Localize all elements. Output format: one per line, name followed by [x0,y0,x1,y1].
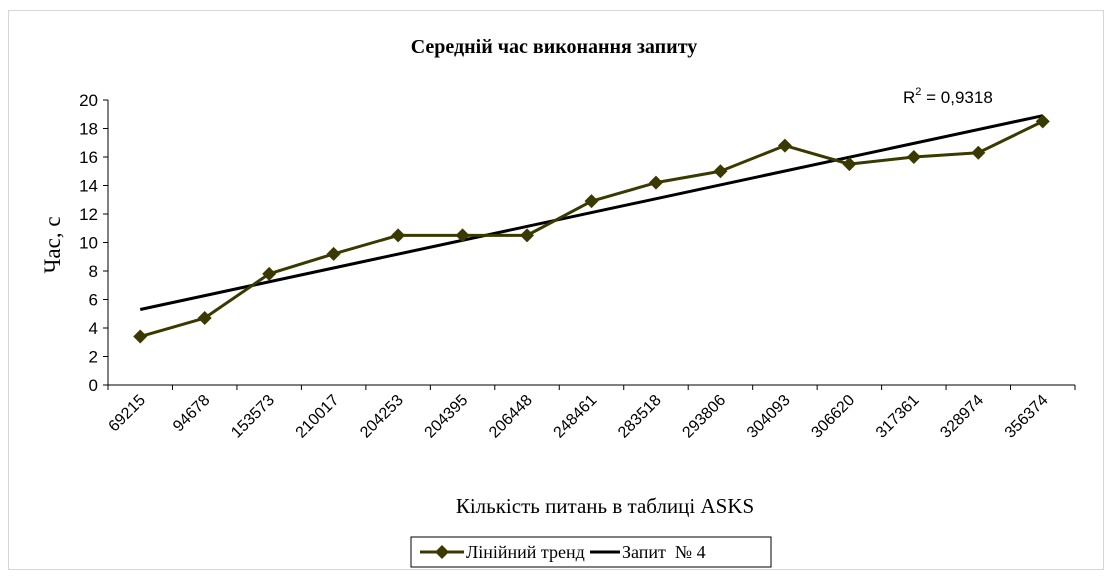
x-tick-label: 317361 [873,392,923,442]
x-tick-label: 204395 [422,392,472,442]
x-tick-label: 94678 [170,392,214,436]
series-line [139,120,1044,338]
data-point [648,175,663,190]
data-point [713,164,728,179]
y-axis-ticks: 0 2 4 6 8 10 12 14 16 18 20 [79,91,108,395]
data-point [842,157,857,172]
y-tick-label: 12 [79,205,98,224]
y-tick-label: 8 [89,262,98,281]
x-tick-label: 204253 [357,392,407,442]
trendline [139,114,1044,311]
r-squared-exponent: 2 [915,86,921,98]
y-tick-label: 14 [79,177,98,196]
trendline-group [139,114,1044,311]
x-tick-label: 69215 [106,392,150,436]
y-tick-label: 6 [89,291,98,310]
y-tick-label: 18 [79,120,98,139]
data-point [197,311,212,326]
x-tick-label: 153573 [228,392,278,442]
data-point [391,228,406,243]
chart-frame [8,10,1104,570]
r-squared-label: R2 = 0,9318 [903,86,993,107]
x-tick-label: 206448 [486,392,536,442]
y-tick-label: 10 [79,234,98,253]
data-point [1035,114,1050,129]
legend-series-marker [435,545,449,559]
data-point [262,266,277,281]
y-tick-label: 20 [79,91,98,110]
legend-entry-series: Запит № 4 [622,542,706,562]
y-tick-label: 2 [89,348,98,367]
data-point [133,329,148,344]
x-tick-label: 293806 [679,392,729,442]
x-tick-label: 283518 [615,392,665,442]
x-tick-label: 356374 [1002,392,1052,442]
data-point [326,246,341,261]
y-tick-label: 0 [89,376,98,395]
x-axis-label: Кількість питань в таблиці ASKS [456,494,754,518]
data-point [906,150,921,164]
x-tick-label: 328974 [937,392,987,442]
chart-title: Середній час виконання запиту [411,36,698,58]
x-axis-ticks: 69215 94678 153573 210017 204253 204395 206448… [106,385,1076,442]
y-axis-label: Час, с [40,216,65,273]
r-squared-letter: R [903,88,915,107]
x-tick-label: 304093 [744,392,794,442]
x-tick-label: 210017 [293,392,343,442]
data-point [455,228,470,243]
data-point [971,145,986,160]
data-point [584,194,599,209]
legend: Лінійний тренд Запит № 4 [410,536,772,568]
x-tick-label: 306620 [808,392,858,442]
y-tick-label: 16 [79,148,98,167]
x-tick-label: 248461 [551,392,601,442]
series-group [133,114,1050,344]
r-squared-value: = 0,9318 [921,88,992,107]
y-tick-label: 4 [89,319,98,338]
data-point [777,138,792,153]
axes [107,100,1075,386]
data-point [520,228,535,243]
legend-entry-trend: Лінійний тренд [466,542,585,562]
